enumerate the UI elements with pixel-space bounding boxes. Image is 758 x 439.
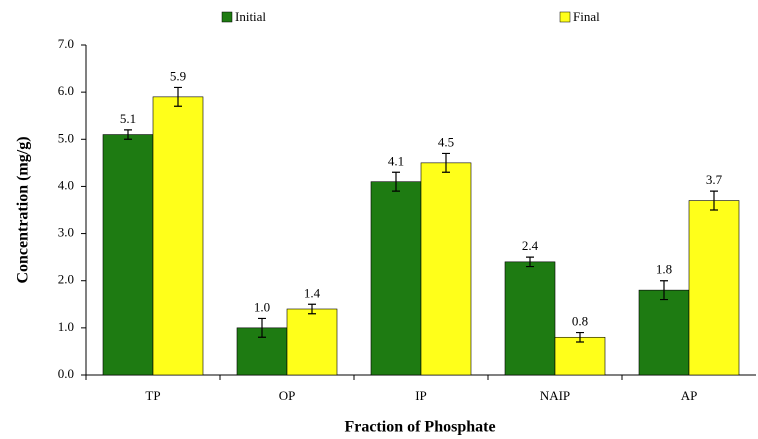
error-bar <box>526 256 534 268</box>
x-tick-label: NAIP <box>540 388 570 403</box>
value-label: 1.4 <box>304 285 321 300</box>
value-label: 5.9 <box>170 68 186 83</box>
value-label: 3.7 <box>706 172 723 187</box>
legend-swatch <box>221 11 233 23</box>
legend-swatch <box>559 11 571 23</box>
legend-label: Initial <box>235 9 266 24</box>
value-label: 4.1 <box>388 153 404 168</box>
bar <box>370 181 422 376</box>
x-tick-label: TP <box>145 388 160 403</box>
value-label: 2.4 <box>522 238 539 253</box>
y-axis-title: Concentration (mg/g) <box>15 136 32 283</box>
y-tick-label: 3.0 <box>58 225 74 240</box>
bar <box>420 162 472 376</box>
x-axis-title: Fraction of Phosphate <box>344 419 495 436</box>
value-label: 1.0 <box>254 299 270 314</box>
error-bar <box>442 152 450 173</box>
bar <box>688 200 740 376</box>
error-bar <box>710 190 718 211</box>
error-bar <box>258 317 266 338</box>
value-label: 4.5 <box>438 134 454 149</box>
x-tick-label: IP <box>415 388 427 403</box>
bar <box>638 289 690 376</box>
y-tick-label: 4.0 <box>58 177 74 192</box>
y-tick-label: 2.0 <box>58 272 74 287</box>
value-label: 1.8 <box>656 262 672 277</box>
bar <box>152 96 204 376</box>
x-tick-label: OP <box>279 388 296 403</box>
y-tick-label: 1.0 <box>58 319 74 334</box>
y-tick-label: 0.0 <box>58 366 74 381</box>
error-bar <box>576 331 584 343</box>
bar <box>102 134 154 376</box>
value-label: 0.8 <box>572 314 588 329</box>
y-tick-label: 6.0 <box>58 83 74 98</box>
y-tick-label: 5.0 <box>58 130 74 145</box>
bar <box>554 336 606 376</box>
value-label: 5.1 <box>120 111 136 126</box>
bar <box>286 308 338 376</box>
error-bar <box>392 171 400 192</box>
error-bar <box>660 280 668 301</box>
error-bar <box>174 86 182 107</box>
y-tick-label: 7.0 <box>58 36 74 51</box>
x-tick-label: AP <box>681 388 698 403</box>
error-bar <box>124 129 132 140</box>
legend-label: Final <box>573 9 600 24</box>
error-bar <box>308 303 316 315</box>
bar <box>504 261 556 376</box>
